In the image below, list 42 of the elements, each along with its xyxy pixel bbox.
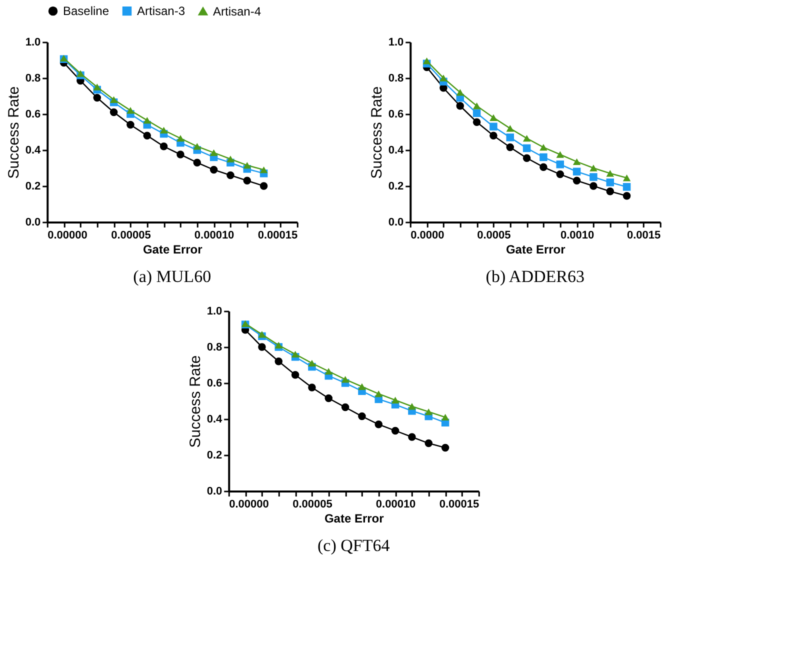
x-tick-label: 0.00010	[376, 498, 416, 510]
y-tick-label: 0.0	[206, 486, 222, 498]
legend-label: Artisan-3	[137, 4, 186, 18]
y-axis-title: Success Rate	[368, 86, 386, 179]
y-tick-label: 1.0	[206, 306, 222, 318]
y-tick-label: 0.0	[25, 216, 41, 228]
x-tick-label: 0.0005	[477, 230, 511, 242]
text: (c) QFT64	[318, 536, 390, 555]
legend-label: Artisan-4	[213, 4, 262, 18]
y-tick-label: 0.4	[206, 414, 223, 426]
x-tick-label: 0.0000	[410, 230, 444, 242]
y-tick-label: 1.0	[388, 36, 404, 48]
x-axis-title: Gate Error	[142, 242, 203, 256]
text: (b) ADDER63	[486, 267, 584, 286]
x-tick-label: 0.00000	[229, 498, 269, 510]
y-tick-label: 0.2	[388, 180, 404, 192]
x-tick-label: 0.00010	[194, 230, 234, 242]
y-tick-label: 0.6	[206, 378, 222, 390]
y-tick-label: 1.0	[25, 36, 41, 48]
x-axis-title: Gate Error	[506, 242, 566, 256]
y-tick-label: 0.4	[388, 144, 404, 156]
x-tick-label: 0.00015	[258, 230, 298, 242]
legend-label: Baseline	[63, 4, 110, 18]
y-tick-label: 0.8	[206, 342, 222, 354]
y-tick-label: 0.4	[25, 144, 42, 156]
y-tick-label: 0.8	[25, 72, 41, 84]
x-tick-label: 0.00000	[48, 230, 88, 242]
x-axis-title: Gate Error	[324, 512, 384, 526]
y-axis-title: Success Rate	[186, 355, 204, 448]
y-tick-label: 0.2	[206, 450, 222, 462]
y-tick-label: 0.8	[388, 72, 404, 84]
y-tick-label: 0.2	[25, 180, 41, 192]
x-tick-label: 0.00015	[439, 498, 480, 510]
y-tick-label: 0.6	[388, 108, 404, 120]
x-tick-label: 0.0010	[560, 230, 594, 242]
text: (a) MUL60	[133, 267, 212, 286]
y-tick-label: 0.0	[388, 216, 404, 228]
x-tick-label: 0.00005	[111, 230, 151, 242]
y-axis-title: Success Rate	[5, 86, 22, 179]
x-tick-label: 0.0015	[626, 230, 661, 242]
y-tick-label: 0.6	[25, 108, 41, 120]
x-tick-label: 0.00005	[292, 498, 332, 510]
